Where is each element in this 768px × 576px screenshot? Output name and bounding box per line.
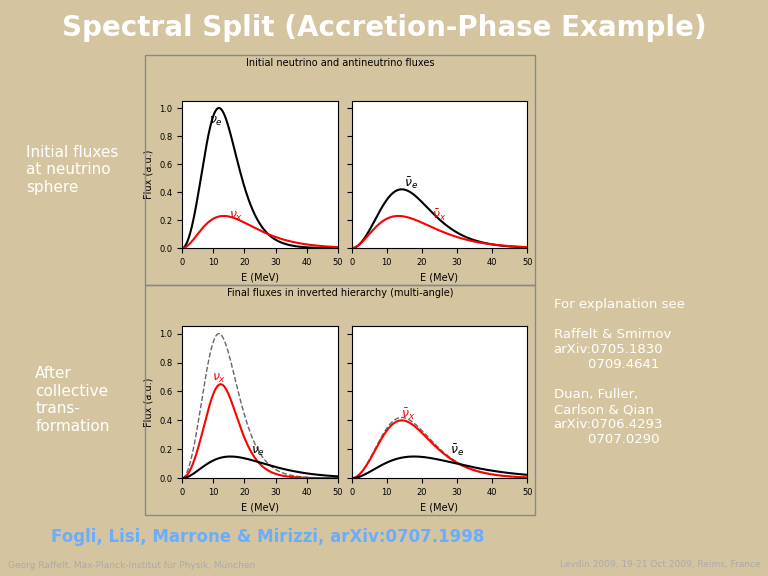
X-axis label: E (MeV): E (MeV) <box>241 272 279 282</box>
Text: $\nu_e$: $\nu_e$ <box>209 115 223 127</box>
Text: $\nu_x$: $\nu_x$ <box>229 210 243 223</box>
Text: $\bar{\nu}_e$: $\bar{\nu}_e$ <box>404 175 419 191</box>
Text: Initial fluxes
at neutrino
sphere: Initial fluxes at neutrino sphere <box>26 145 119 195</box>
Text: $\bar{\nu}_e$: $\bar{\nu}_e$ <box>450 442 464 458</box>
Text: $\bar{\nu}_x$: $\bar{\nu}_x$ <box>401 406 415 422</box>
Text: $\bar{\nu}_x$: $\bar{\nu}_x$ <box>432 207 447 223</box>
Text: After
collective
trans-
formation: After collective trans- formation <box>35 366 110 434</box>
Text: For explanation see

Raffelt & Smirnov
arXiv:0705.1830
        0709.4641

Duan, : For explanation see Raffelt & Smirnov ar… <box>554 298 684 446</box>
Text: Georg Raffelt, Max-Planck-Institut für Physik, München: Georg Raffelt, Max-Planck-Institut für P… <box>8 560 255 570</box>
Text: $\nu_x$: $\nu_x$ <box>212 372 226 385</box>
X-axis label: E (MeV): E (MeV) <box>420 272 458 282</box>
Text: Spectral Split (Accretion-Phase Example): Spectral Split (Accretion-Phase Example) <box>61 13 707 41</box>
Text: Final fluxes in inverted hierarchy (multi-angle): Final fluxes in inverted hierarchy (mult… <box>227 288 453 298</box>
Text: Fogli, Lisi, Marrone & Mirizzi, arXiv:0707.1998: Fogli, Lisi, Marrone & Mirizzi, arXiv:07… <box>51 528 484 546</box>
Text: Levdin 2009, 19-21 Oct 2009, Reims, France: Levdin 2009, 19-21 Oct 2009, Reims, Fran… <box>560 560 760 570</box>
Text: Initial neutrino and antineutrino fluxes: Initial neutrino and antineutrino fluxes <box>246 58 434 68</box>
X-axis label: E (MeV): E (MeV) <box>420 502 458 513</box>
Y-axis label: Flux (a.u.): Flux (a.u.) <box>144 378 154 427</box>
Text: $\nu_e$: $\nu_e$ <box>250 445 265 458</box>
Y-axis label: Flux (a.u.): Flux (a.u.) <box>144 150 154 199</box>
X-axis label: E (MeV): E (MeV) <box>241 502 279 513</box>
